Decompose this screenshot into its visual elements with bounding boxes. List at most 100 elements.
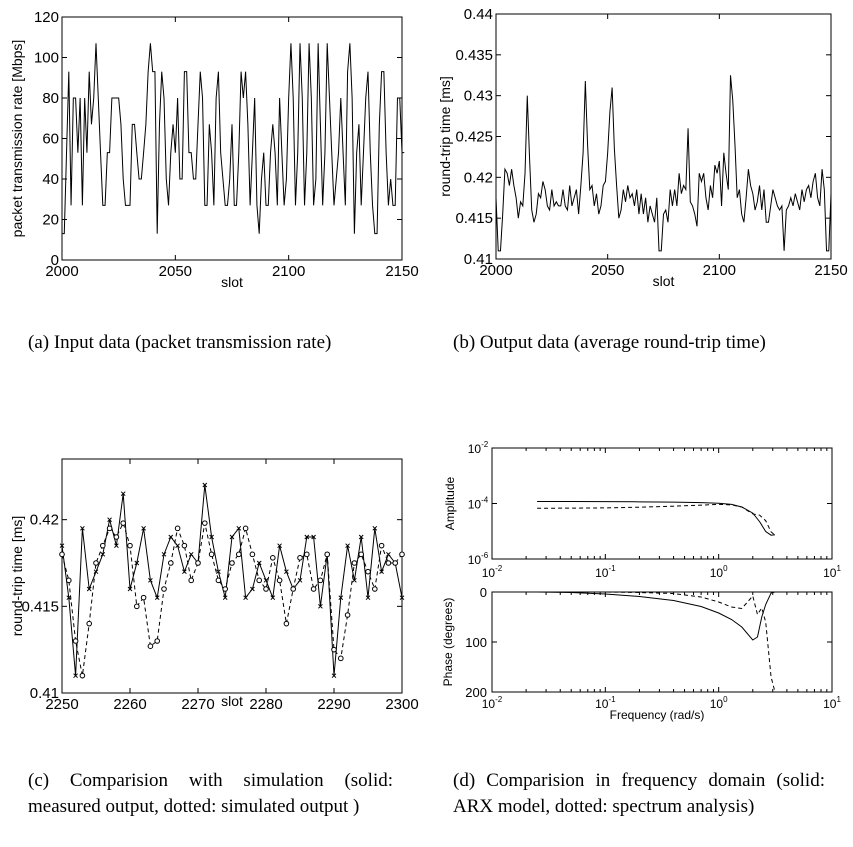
point-marker-simulated bbox=[59, 551, 65, 558]
point-marker-simulated bbox=[127, 542, 133, 549]
point-marker-measured bbox=[243, 595, 248, 601]
plot-d-amplitude: 10-2 10-1 100 101 10-6 10-4 10-2 Amplitude bbox=[443, 440, 841, 580]
point-marker-simulated bbox=[270, 555, 276, 561]
y-axis-label: round-trip time [ms] bbox=[9, 516, 25, 637]
y-tick-label: 0.41 bbox=[464, 251, 493, 268]
x-tick-label: 2050 bbox=[159, 263, 192, 280]
plot-frame bbox=[61, 458, 403, 694]
x-tick-label: 101 bbox=[823, 564, 841, 580]
y-tick-label: 60 bbox=[42, 131, 59, 148]
point-marker-simulated bbox=[276, 577, 283, 584]
point-marker-simulated bbox=[195, 560, 201, 566]
y-tick-label: 10-2 bbox=[468, 440, 489, 456]
y-axis-label: round-trip time [ms] bbox=[437, 76, 453, 197]
x-axis-label: slot bbox=[221, 274, 243, 290]
y-tick-label: 0.415 bbox=[21, 598, 59, 615]
point-marker-measured bbox=[358, 534, 364, 540]
x-tick-label: 2050 bbox=[591, 262, 624, 279]
series-line-transmission-rate bbox=[62, 43, 405, 235]
x-tick-label: 2100 bbox=[272, 263, 305, 280]
point-marker-measured bbox=[304, 534, 310, 540]
x-tick-label: 2150 bbox=[814, 262, 847, 279]
y-tick-label: 0.42 bbox=[30, 512, 59, 529]
point-marker-simulated bbox=[229, 560, 235, 566]
point-marker-simulated bbox=[86, 620, 92, 627]
point-marker-simulated bbox=[134, 603, 140, 610]
point-marker-measured bbox=[229, 534, 235, 540]
point-marker-measured bbox=[352, 577, 357, 583]
x-axis-label: Frequency (rad/s) bbox=[610, 708, 705, 722]
point-marker-simulated bbox=[120, 520, 126, 526]
point-marker-measured bbox=[107, 517, 112, 523]
point-marker-simulated bbox=[392, 560, 399, 566]
plot-c-simulation-comparison: 2250 2260 2270 2280 2290 2300 0.41 0.415 0.42 slo… bbox=[9, 458, 419, 713]
y-tick-label: 120 bbox=[34, 9, 59, 26]
point-marker-simulated bbox=[113, 534, 120, 540]
point-marker-measured bbox=[277, 543, 282, 549]
y-axis-label: Phase (degrees) bbox=[441, 598, 455, 687]
point-marker-measured bbox=[345, 543, 350, 549]
point-marker-simulated bbox=[317, 577, 324, 584]
y-tick-label: 80 bbox=[42, 90, 59, 107]
point-marker-simulated bbox=[256, 577, 263, 584]
point-marker-simulated bbox=[324, 551, 331, 558]
series-line-measured bbox=[61, 484, 403, 676]
x-tick-label: 2150 bbox=[385, 263, 418, 280]
y-tick-label: 100 bbox=[465, 635, 487, 650]
point-marker-simulated bbox=[79, 672, 86, 679]
point-marker-simulated bbox=[147, 643, 154, 650]
y-tick-label: 0 bbox=[480, 585, 487, 600]
point-marker-simulated bbox=[215, 577, 222, 584]
point-marker-measured bbox=[338, 595, 344, 601]
point-marker-simulated bbox=[236, 551, 242, 558]
y-tick-label: 10-6 bbox=[468, 551, 489, 567]
point-marker-measured bbox=[263, 577, 269, 583]
plot-a-input-data: 2000 2050 2100 2150 0 20 40 60 80 100 120 slot packe… bbox=[9, 9, 419, 290]
point-marker-measured bbox=[202, 482, 208, 488]
point-marker-simulated bbox=[338, 655, 344, 662]
point-marker-measured bbox=[270, 595, 276, 601]
point-marker-simulated bbox=[100, 542, 106, 549]
y-tick-label: 20 bbox=[42, 212, 59, 229]
y-axis-label: Amplitude bbox=[443, 477, 457, 531]
x-tick-label: 2270 bbox=[181, 696, 214, 713]
point-marker-measured bbox=[311, 534, 316, 540]
y-axis-label: packet transmission rate [Mbps] bbox=[9, 40, 25, 238]
x-tick-label: 2290 bbox=[317, 696, 350, 713]
point-marker-measured bbox=[134, 560, 140, 566]
point-marker-simulated bbox=[365, 568, 371, 575]
point-marker-simulated bbox=[399, 551, 405, 558]
x-tick-label: 2300 bbox=[385, 696, 418, 713]
point-marker-measured bbox=[365, 595, 371, 601]
x-tick-label: 100 bbox=[710, 564, 728, 580]
point-marker-measured bbox=[331, 673, 337, 679]
point-marker-simulated bbox=[72, 638, 79, 644]
series-line-arx-model bbox=[537, 591, 776, 641]
series-line-spectrum-analysis bbox=[537, 591, 776, 693]
point-marker-measured bbox=[100, 551, 106, 557]
point-marker-measured bbox=[372, 525, 378, 531]
series-line-arx-model bbox=[537, 501, 776, 536]
point-marker-measured bbox=[318, 603, 323, 609]
point-marker-measured bbox=[154, 595, 160, 601]
point-marker-measured bbox=[379, 569, 384, 575]
point-marker-simulated bbox=[372, 586, 378, 592]
point-marker-simulated bbox=[263, 586, 269, 592]
point-marker-simulated bbox=[161, 586, 167, 592]
point-marker-simulated bbox=[202, 520, 208, 526]
plot-frame bbox=[491, 591, 833, 693]
point-marker-measured bbox=[209, 534, 214, 540]
y-tick-label: 200 bbox=[465, 685, 487, 700]
point-marker-simulated bbox=[297, 555, 303, 561]
x-tick-label: 2260 bbox=[113, 696, 146, 713]
point-marker-measured bbox=[168, 534, 174, 540]
x-tick-label: 10-2 bbox=[482, 564, 503, 580]
point-marker-measured bbox=[386, 551, 391, 557]
series-line-round-trip-time bbox=[495, 75, 832, 252]
point-marker-measured bbox=[250, 586, 255, 592]
point-marker-simulated bbox=[181, 542, 188, 549]
point-marker-simulated bbox=[66, 577, 72, 584]
point-marker-simulated bbox=[344, 612, 351, 618]
point-marker-simulated bbox=[168, 560, 174, 566]
